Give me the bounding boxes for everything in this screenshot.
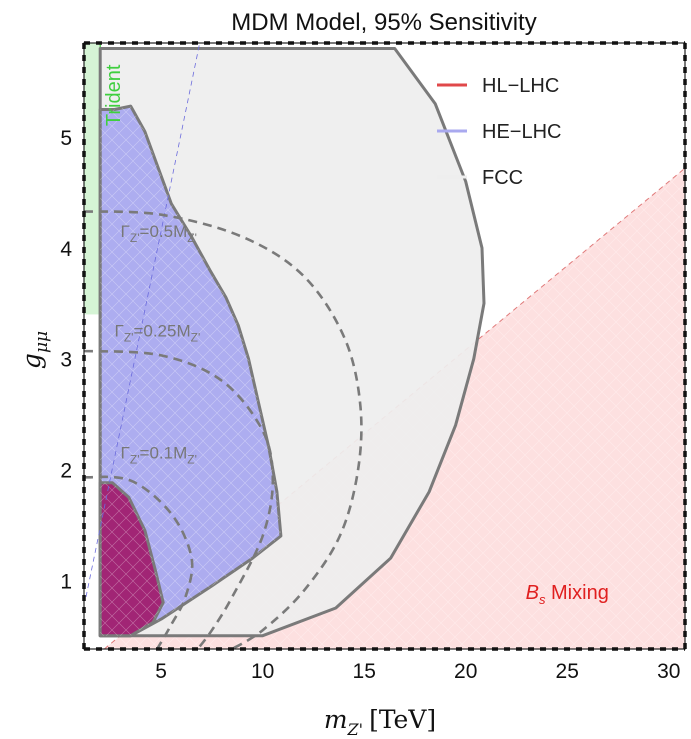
x-tick-label-5: 5 (155, 660, 167, 683)
width-contour-label-1-sub2: Z' (191, 331, 201, 345)
x-tick-label-20: 20 (454, 660, 477, 683)
bs-mixing-label: Bs Mixing (526, 582, 609, 607)
width-contour-label-1: ΓZ'=0.25MZ' (114, 322, 200, 345)
width-contour-label-2: ΓZ'=0.1MZ' (121, 443, 197, 466)
legend-label-1: HE−LHC (482, 121, 561, 143)
y-axis-label-sub: μμ (32, 331, 52, 353)
width-contour-label-1-main: Γ (114, 322, 123, 341)
legend-label-2: FCC (482, 167, 523, 189)
he-lhc-region-mesh (100, 106, 281, 636)
width-contour-label-2-sub2: Z' (187, 452, 197, 466)
bs-mixing-label-main: B (526, 582, 539, 604)
legend-label-0: HL−LHC (482, 75, 559, 97)
y-tick-label-4: 4 (60, 238, 72, 261)
y-tick-label-5: 5 (60, 127, 72, 150)
x-axis-label-main: m (324, 705, 348, 734)
trident-region (84, 43, 101, 315)
x-tick-label-30: 30 (657, 660, 680, 683)
y-tick-label-1: 1 (60, 570, 72, 593)
x-tick-label-15: 15 (353, 660, 376, 683)
width-contour-label-1-sub: Z' (124, 331, 134, 345)
frame-ticks (82, 41, 687, 651)
chart-title: MDM Model, 95% Sensitivity (231, 9, 536, 36)
width-contour-label-0-rest: =0.5M (140, 222, 188, 241)
x-tick-label-25: 25 (556, 660, 579, 683)
plot-area (84, 43, 685, 649)
width-contour-label-1-rest: =0.25M (133, 322, 190, 341)
y-axis-label: gμμ (17, 331, 52, 369)
x-axis-label-unit: [TeV] (369, 705, 436, 734)
x-axis-label-sub: Z' (347, 720, 364, 739)
width-contour-label-2-rest: =0.1M (140, 443, 188, 462)
width-contour-label-2-sub: Z' (130, 452, 140, 466)
bs-mixing-label-rest: Mixing (545, 582, 608, 604)
width-contour-2 (84, 475, 194, 649)
hl-lhc-region-mesh (100, 482, 164, 636)
width-contour-label-2-main: Γ (121, 443, 130, 462)
y-tick-label-3: 3 (60, 349, 72, 372)
y-axis-label-main: g (17, 353, 46, 369)
width-contour-label-0: ΓZ'=0.5MZ' (121, 222, 197, 245)
width-contour-label-0-sub: Z' (130, 231, 140, 245)
y-tick-label-2: 2 (60, 460, 72, 483)
trident-label: Trident (103, 64, 125, 126)
bs-mixing-mesh (104, 168, 685, 649)
x-tick-label-10: 10 (251, 660, 274, 683)
width-contour-0 (84, 210, 363, 649)
svg-text:mZ'[TeV]: mZ' [TeV] (324, 705, 436, 739)
width-contour-label-0-sub2: Z' (187, 231, 197, 245)
x-axis-label: mZ' [TeV] (324, 705, 436, 739)
legend: HL−LHC HE−LHC FCC (437, 75, 561, 189)
bs-mixing-label-sub: s (539, 592, 546, 607)
diagonal-line (85, 43, 201, 597)
width-contour-1 (84, 349, 275, 649)
svg-text:gμμ: gμμ (17, 331, 52, 369)
width-contour-label-0-main: Γ (121, 222, 130, 241)
